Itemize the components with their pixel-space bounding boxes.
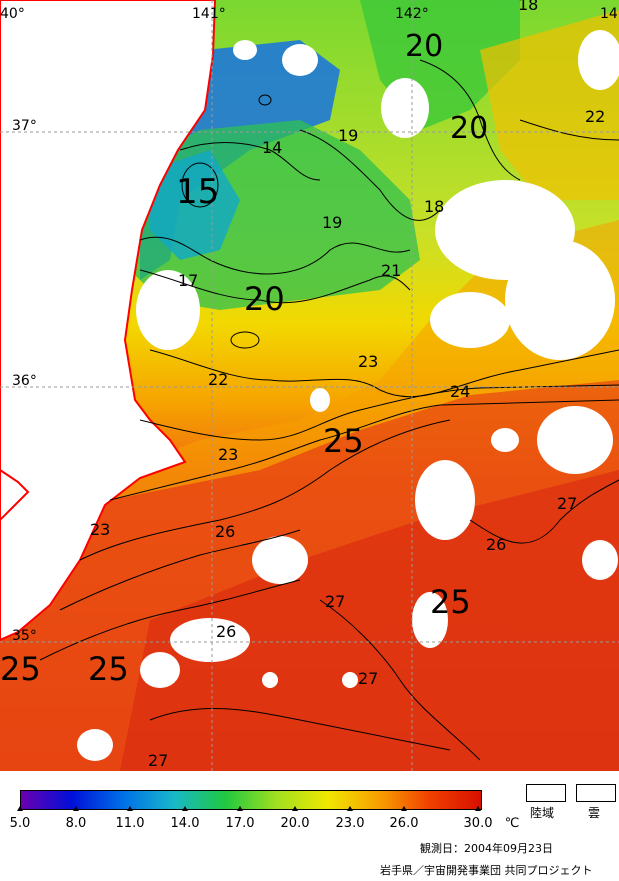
- isotherm-label: 17: [178, 271, 198, 290]
- isotherm-label: 20: [450, 111, 488, 146]
- isotherm-label: 26: [215, 522, 235, 541]
- colorbar-tick-mark: [347, 806, 353, 811]
- isotherm-label: 15: [176, 172, 219, 212]
- colorbar-tick: 8.0: [65, 816, 87, 831]
- observation-date: 観測日：2004年09月23日: [420, 842, 553, 855]
- isotherm-label: 27: [148, 751, 168, 770]
- isotherm-label: 14: [262, 138, 282, 157]
- colorbar-tick: 5.0: [9, 816, 31, 831]
- lon-label-143: 14: [600, 6, 618, 22]
- cloud-key-swatch: [576, 784, 616, 802]
- isotherm-label: 19: [338, 126, 358, 145]
- isotherm-label: 26: [216, 622, 236, 641]
- temperature-colorbar: [20, 790, 482, 810]
- colorbar-tick-mark: [73, 806, 79, 811]
- isotherm-label: 25: [430, 583, 471, 621]
- colorbar-tick-mark: [401, 806, 407, 811]
- isotherm-label: 21: [381, 261, 401, 280]
- colorbar-tick: 11.0: [115, 816, 145, 831]
- isotherm-label: 27: [358, 669, 378, 688]
- isotherm-label: 22: [585, 107, 605, 126]
- isotherm-label: 26: [486, 535, 506, 554]
- isotherm-label: 18: [424, 197, 444, 216]
- lon-label-140: 40°: [0, 6, 25, 22]
- isotherm-label: 20: [244, 280, 285, 318]
- colorbar-tick: 14.0: [170, 816, 200, 831]
- colorbar-tick-mark: [237, 806, 243, 811]
- colorbar-tick: 20.0: [280, 816, 310, 831]
- lon-label-141: 141°: [192, 6, 226, 22]
- land-key-label: 陸域: [530, 806, 555, 820]
- colorbar-tick: 23.0: [335, 816, 365, 831]
- isotherm-label: 19: [322, 213, 342, 232]
- lat-label-36: 36°: [12, 373, 37, 389]
- cloud-key-label: 雲: [588, 806, 601, 820]
- lat-label-37: 37°: [12, 118, 37, 134]
- cloud-cover: [77, 30, 619, 761]
- colorbar-tick-mark: [17, 806, 23, 811]
- lon-label-142: 142°: [395, 6, 429, 22]
- isotherm-label: 25: [323, 422, 364, 460]
- colorbar-tick-mark: [292, 806, 298, 811]
- isotherm-label: 23: [218, 445, 238, 464]
- colorbar-tick-mark: [182, 806, 188, 811]
- hot-water-zone: [120, 470, 619, 771]
- colorbar-tick: 26.0: [389, 816, 419, 831]
- isotherm-label: 24: [450, 382, 470, 401]
- credit-text: 岩手県／宇宙開発事業団 共同プロジェクト: [380, 864, 593, 877]
- isotherm-label: 25: [88, 650, 129, 688]
- orange-band: [110, 220, 619, 500]
- lat-lon-grid: [0, 0, 619, 771]
- isotherm-label: 27: [557, 494, 577, 513]
- isotherm-label: 20: [405, 29, 443, 64]
- colorbar-tick-mark: [475, 806, 481, 811]
- colorbar-tick: 30.0: [463, 816, 493, 831]
- colorbar-tick: 17.0: [225, 816, 255, 831]
- lat-label-35: 35°: [12, 628, 37, 644]
- isotherm-label: 25: [0, 650, 41, 688]
- land-key-swatch: [526, 784, 566, 802]
- sst-map: 40° 141° 142° 14 37° 36° 35° 20 18 20 22…: [0, 0, 619, 771]
- isotherm-label: 18: [518, 0, 538, 14]
- isotherm-label: 22: [208, 370, 228, 389]
- colorbar-unit: ℃: [504, 816, 520, 831]
- isotherm-label: 27: [325, 592, 345, 611]
- isotherm-label: 23: [90, 520, 110, 539]
- land-honshu: [0, 0, 217, 642]
- colorbar-tick-mark: [127, 806, 133, 811]
- land-peninsula: [0, 468, 30, 522]
- isotherm-label: 23: [358, 352, 378, 371]
